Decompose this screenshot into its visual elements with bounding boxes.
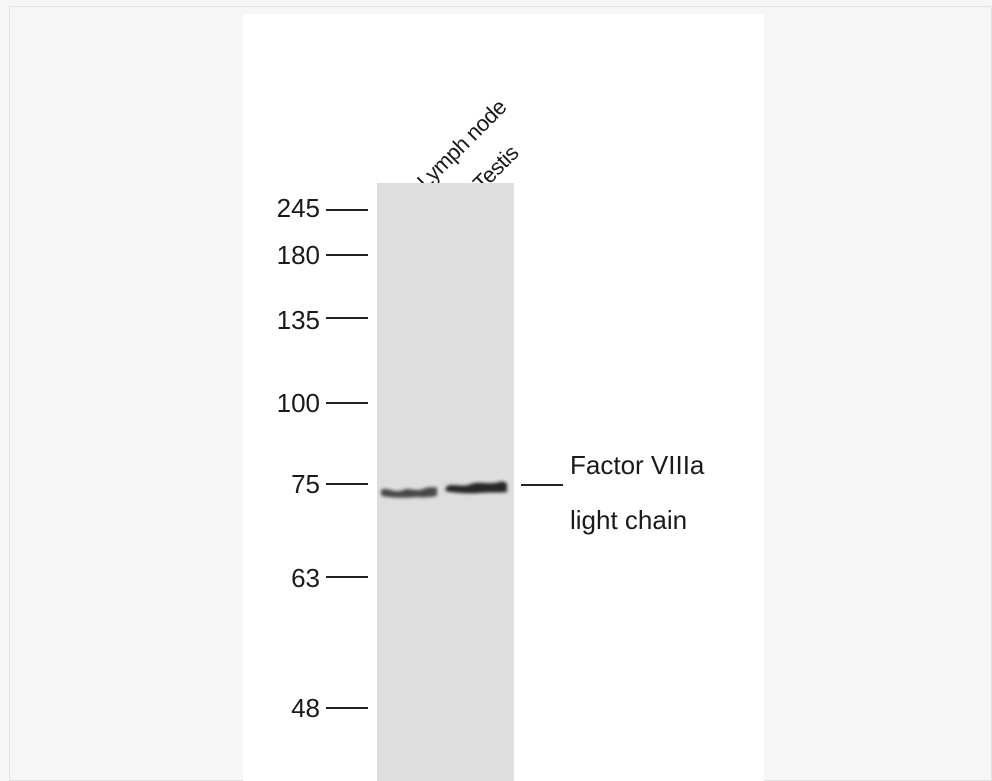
band-annotation-line1: Factor VIIIa bbox=[570, 450, 705, 480]
marker-label-245: 245 bbox=[276, 193, 320, 223]
marker-tick-75 bbox=[326, 483, 368, 485]
marker-tick-245 bbox=[326, 209, 368, 211]
marker-label-63: 63 bbox=[291, 563, 320, 593]
band-annotation-line2: light chain bbox=[570, 505, 688, 535]
marker-tick-135 bbox=[326, 317, 368, 319]
band-lymph-node bbox=[381, 487, 437, 498]
marker-tick-180 bbox=[326, 254, 368, 256]
band-annotation-line bbox=[521, 484, 563, 486]
band-testis bbox=[445, 481, 507, 494]
marker-label-100: 100 bbox=[276, 388, 320, 418]
blot-lane-area bbox=[377, 183, 514, 781]
marker-tick-48 bbox=[326, 707, 368, 709]
marker-label-135: 135 bbox=[276, 305, 320, 335]
marker-label-48: 48 bbox=[291, 693, 320, 723]
protein-bands bbox=[381, 481, 507, 498]
marker-label-180: 180 bbox=[276, 240, 320, 270]
marker-tick-100 bbox=[326, 402, 368, 404]
marker-label-75: 75 bbox=[291, 469, 320, 499]
marker-tick-63 bbox=[326, 576, 368, 578]
